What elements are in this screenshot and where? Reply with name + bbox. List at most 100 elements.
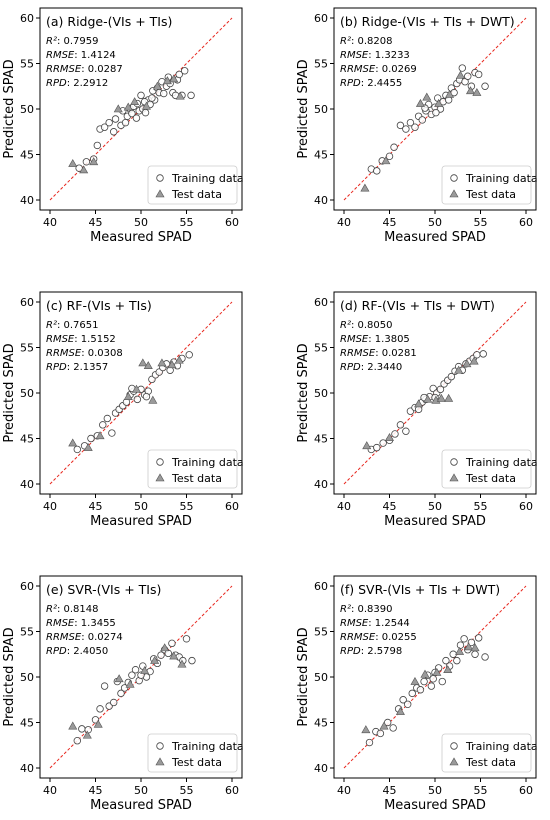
legend-triangle-marker xyxy=(155,757,165,766)
series-test xyxy=(360,70,482,192)
test-point xyxy=(131,384,141,393)
training-point xyxy=(473,351,481,359)
test-point xyxy=(174,355,184,364)
y-tick-label: 50 xyxy=(20,671,34,684)
test-point xyxy=(464,642,474,651)
one-to-one-line xyxy=(49,301,233,485)
training-point xyxy=(402,427,410,435)
panel-title: (f) SVR-(VIs + TIs + DWT) xyxy=(340,582,500,597)
test-point xyxy=(82,730,92,739)
y-tick-label: 55 xyxy=(20,342,34,355)
stat-key: R² xyxy=(46,36,57,47)
legend-triangle-marker xyxy=(449,757,459,766)
stat-key: RRMSE xyxy=(340,64,376,75)
panel-5: 40 45 50 55 60 40 45 50 55 60 Measured SPAD Predict… xyxy=(2,575,244,813)
test-point xyxy=(123,102,133,111)
y-tick-label: 40 xyxy=(20,762,34,775)
training-point xyxy=(458,64,466,72)
x-axis-label: Measured SPAD xyxy=(90,514,192,529)
legend-entry: Training data xyxy=(171,740,244,753)
stat-value: : 1.3455 xyxy=(74,618,116,629)
legend-box xyxy=(441,733,532,773)
training-point xyxy=(471,650,479,658)
training-point xyxy=(396,421,405,429)
y-tick-label: 40 xyxy=(314,478,328,491)
test-point xyxy=(68,438,78,447)
legend-entry: Training data xyxy=(171,456,244,469)
test-point xyxy=(141,101,151,110)
y-tick-label: 45 xyxy=(20,433,34,446)
test-point xyxy=(462,359,472,368)
training-point xyxy=(418,116,426,124)
stat-key: RRMSE xyxy=(340,632,376,643)
legend-circle-marker xyxy=(450,458,458,466)
test-point xyxy=(169,651,179,660)
y-axis-label: Predicted SPAD xyxy=(296,627,311,726)
legend-circle-marker xyxy=(156,174,164,182)
stat-value: : 0.7959 xyxy=(57,36,99,47)
stat-key: R² xyxy=(340,36,351,47)
legend-entry: Training data xyxy=(171,172,244,185)
test-point xyxy=(415,98,425,107)
training-point xyxy=(420,677,428,686)
test-point xyxy=(454,365,464,374)
stat-key: R² xyxy=(340,604,351,615)
y-tick-label: 40 xyxy=(20,194,34,207)
panel-3: 40 45 50 55 60 40 45 50 55 60 Measured SPAD Predict… xyxy=(2,291,244,529)
training-point xyxy=(91,716,100,724)
x-axis-label: Measured SPAD xyxy=(384,230,486,245)
stat-value: : 2.5798 xyxy=(361,646,403,657)
x-tick-label: 50 xyxy=(428,216,442,229)
training-point xyxy=(474,70,483,79)
test-point xyxy=(470,643,480,652)
x-tick-label: 55 xyxy=(474,500,488,513)
stat-line: RMSE: 1.4124 xyxy=(46,50,116,61)
y-tick-label: 60 xyxy=(314,580,328,593)
x-axis-label: Measured SPAD xyxy=(90,798,192,813)
stat-key: RPD xyxy=(340,646,361,657)
legend-box xyxy=(441,165,532,205)
y-tick-label: 45 xyxy=(314,433,328,446)
panel-title: (b) Ridge-(VIs + TIs + DWT) xyxy=(340,14,515,29)
test-point xyxy=(443,665,453,674)
legend-entry: Test data xyxy=(465,472,516,485)
x-tick-label: 55 xyxy=(180,216,194,229)
legend-entry: Training data xyxy=(465,740,538,753)
test-point xyxy=(68,158,78,167)
training-point xyxy=(148,94,156,102)
stat-value: : 1.5152 xyxy=(74,334,116,345)
training-point xyxy=(157,651,165,659)
stat-value: : 2.4050 xyxy=(67,646,109,657)
stat-line: RRMSE: 0.0281 xyxy=(340,348,417,359)
panel-1: 40 45 50 55 60 40 45 50 55 60 Measured SPAD Predict… xyxy=(2,7,244,245)
y-axis-label: Predicted SPAD xyxy=(2,59,17,158)
one-to-one-line xyxy=(49,585,233,769)
training-point xyxy=(464,72,472,80)
x-tick-label: 45 xyxy=(383,216,397,229)
stat-key: RMSE xyxy=(46,618,75,629)
one-to-one-line xyxy=(343,301,527,485)
stat-key: RPD xyxy=(46,78,67,89)
test-point xyxy=(157,358,167,367)
stat-line: R²: 0.7959 xyxy=(46,36,99,47)
training-point xyxy=(82,158,91,166)
y-tick-label: 55 xyxy=(20,626,34,639)
stat-key: RPD xyxy=(340,362,361,373)
test-point xyxy=(148,395,158,404)
test-point xyxy=(130,97,140,106)
test-point xyxy=(469,356,479,365)
training-point xyxy=(399,696,407,704)
training-point xyxy=(402,125,410,133)
training-point xyxy=(390,143,398,151)
training-point xyxy=(379,439,387,447)
test-point xyxy=(423,394,433,403)
training-point xyxy=(385,152,394,161)
test-point xyxy=(384,432,395,441)
legend-box xyxy=(147,449,238,489)
y-tick-label: 55 xyxy=(314,58,328,71)
test-point xyxy=(422,92,432,101)
y-tick-label: 50 xyxy=(20,387,34,400)
y-tick-label: 45 xyxy=(314,717,328,730)
y-tick-label: 60 xyxy=(20,12,34,25)
